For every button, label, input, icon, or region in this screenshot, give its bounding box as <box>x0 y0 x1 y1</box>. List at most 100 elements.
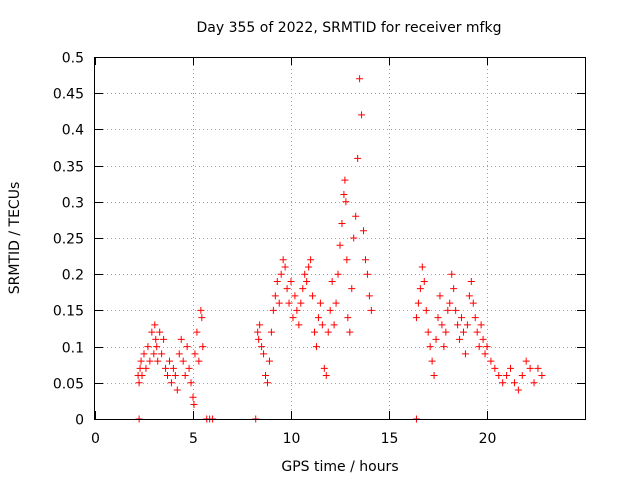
data-point <box>481 350 489 358</box>
data-point <box>448 270 456 278</box>
data-point <box>361 256 369 264</box>
data-point <box>352 212 360 220</box>
x-tick-label: 10 <box>283 431 301 447</box>
data-point <box>452 306 460 314</box>
y-tick-label: 0.15 <box>53 304 84 320</box>
data-point <box>195 357 203 365</box>
data-point <box>487 357 495 365</box>
data-point <box>169 364 177 372</box>
y-tick-label: 0 <box>75 413 84 429</box>
data-point <box>414 299 422 307</box>
data-point <box>454 321 462 329</box>
data-points <box>134 75 546 423</box>
data-point <box>151 321 159 329</box>
data-point <box>277 270 285 278</box>
data-point <box>175 350 183 358</box>
data-point <box>262 372 270 380</box>
y-tick-label: 0.35 <box>53 160 84 176</box>
y-tick-label: 0.4 <box>62 123 84 139</box>
data-point <box>332 299 340 307</box>
data-point <box>254 328 262 336</box>
data-point <box>483 343 491 351</box>
data-point <box>350 234 358 242</box>
data-point <box>181 372 189 380</box>
data-point <box>507 364 515 372</box>
data-point <box>526 364 534 372</box>
data-point <box>538 372 546 380</box>
data-point <box>336 241 344 249</box>
data-point <box>367 306 375 314</box>
data-point <box>465 292 473 300</box>
data-point <box>475 343 483 351</box>
data-point <box>426 343 434 351</box>
data-point <box>326 306 334 314</box>
x-axis: 0 5 10 15 20 <box>91 57 496 447</box>
data-point <box>324 328 332 336</box>
data-point <box>491 364 499 372</box>
data-point <box>424 328 432 336</box>
data-point <box>518 372 526 380</box>
data-point <box>328 277 336 285</box>
y-tick-label: 0.2 <box>62 268 84 284</box>
data-point <box>297 299 305 307</box>
data-point <box>469 299 477 307</box>
data-point <box>530 379 538 387</box>
data-point <box>495 372 503 380</box>
data-point <box>499 379 507 387</box>
data-point <box>303 277 311 285</box>
data-point <box>459 328 467 336</box>
data-point <box>190 401 198 409</box>
data-point <box>138 372 146 380</box>
data-point <box>152 335 160 343</box>
data-point <box>171 372 179 380</box>
data-point <box>365 292 373 300</box>
x-axis-label: GPS time / hours <box>281 459 398 475</box>
data-point <box>471 314 479 322</box>
data-point <box>273 277 281 285</box>
data-point <box>440 343 448 351</box>
y-axis: 0 0.05 0.1 0.15 0.2 0.25 0.3 0.35 0.4 0.45 0.5 <box>53 51 585 429</box>
data-point <box>461 350 469 358</box>
data-point <box>418 263 426 271</box>
data-point <box>436 292 444 300</box>
data-point <box>356 75 364 83</box>
data-point <box>185 364 193 372</box>
data-point <box>422 306 430 314</box>
chart-grid <box>95 57 585 419</box>
data-point <box>299 285 307 293</box>
y-tick-label: 0.25 <box>53 232 84 248</box>
data-point <box>412 314 420 322</box>
data-point <box>189 393 197 401</box>
data-point <box>193 328 201 336</box>
data-point <box>167 379 175 387</box>
y-tick-label: 0.05 <box>53 377 84 393</box>
data-point <box>330 321 338 329</box>
data-point <box>289 314 297 322</box>
data-point <box>438 321 446 329</box>
data-point <box>164 372 172 380</box>
data-point <box>434 314 442 322</box>
data-point <box>318 321 326 329</box>
data-point <box>334 270 342 278</box>
data-point <box>320 364 328 372</box>
data-point <box>463 321 471 329</box>
data-point <box>301 270 309 278</box>
data-point <box>275 299 283 307</box>
data-point <box>467 277 475 285</box>
data-point <box>346 328 354 336</box>
data-point <box>271 292 279 300</box>
data-point <box>154 357 162 365</box>
data-point <box>260 350 268 358</box>
x-tick-label: 15 <box>381 431 399 447</box>
x-tick-label: 5 <box>189 431 198 447</box>
data-point <box>183 343 191 351</box>
data-point <box>137 357 145 365</box>
data-point <box>179 357 187 365</box>
data-point <box>263 379 271 387</box>
data-point <box>450 285 458 293</box>
plot-frame <box>94 57 586 420</box>
data-point <box>135 379 143 387</box>
y-tick-label: 0.1 <box>62 341 84 357</box>
data-point <box>338 220 346 228</box>
data-point <box>314 314 322 322</box>
